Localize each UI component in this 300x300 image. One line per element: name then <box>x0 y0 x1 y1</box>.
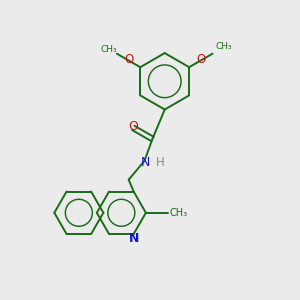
Text: O: O <box>128 120 138 133</box>
Text: N: N <box>128 232 139 245</box>
Text: O: O <box>196 53 206 66</box>
Text: CH₃: CH₃ <box>216 42 232 51</box>
Text: CH₃: CH₃ <box>100 44 117 53</box>
Text: CH₃: CH₃ <box>169 208 187 218</box>
Text: N: N <box>140 156 150 169</box>
Text: H: H <box>156 156 165 169</box>
Text: O: O <box>124 53 133 66</box>
